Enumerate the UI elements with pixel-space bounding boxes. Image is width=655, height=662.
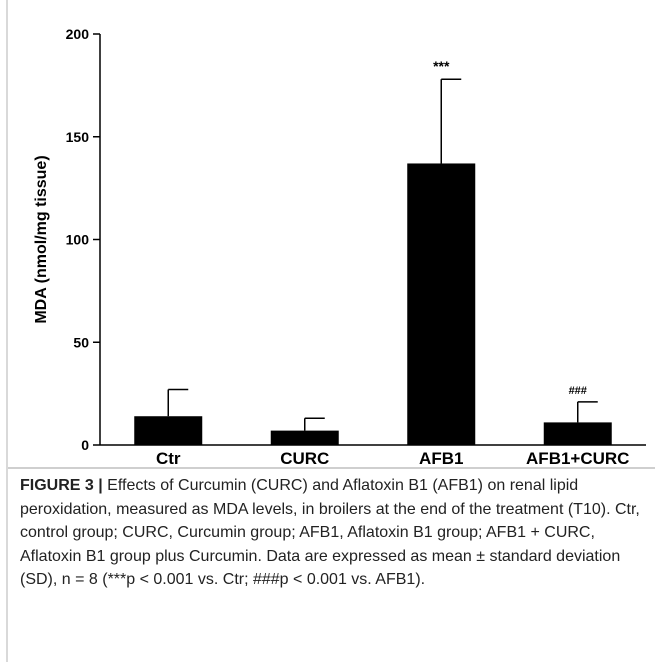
figure-caption: FIGURE 3 | Effects of Curcumin (CURC) an…	[20, 474, 645, 592]
y-tick-label: 200	[66, 26, 90, 42]
x-tick-label: CURC	[280, 449, 329, 468]
y-tick-label: 150	[66, 129, 90, 145]
bar-afb1-curc	[543, 422, 612, 445]
y-axis: 0 50 100 150 200	[66, 26, 646, 453]
y-tick-label: 100	[66, 232, 90, 248]
bar-ctr	[134, 416, 203, 445]
y-tick-label: 0	[81, 437, 89, 453]
caption-text: Effects of Curcumin (CURC) and Aflatoxin…	[20, 477, 640, 588]
figure-label: FIGURE 3 |	[20, 477, 103, 494]
figure-frame-border	[6, 0, 8, 662]
significance-label: ###	[569, 385, 587, 397]
y-axis-label: MDA (nmol/mg tissue)	[33, 155, 50, 323]
bar-chart: 0 50 100 150 200 *** ### Ctr CURC AFB1 AFB1+CURC…	[33, 26, 646, 468]
x-tick-labels: Ctr CURC AFB1 AFB1+CURC	[156, 449, 630, 468]
x-tick-label: AFB1+CURC	[526, 449, 629, 468]
bar-curc	[270, 430, 339, 445]
y-tick-label: 50	[73, 334, 89, 350]
x-tick-label: Ctr	[156, 449, 181, 468]
bars-group: *** ###	[134, 58, 612, 445]
bar-afb1	[407, 163, 476, 445]
significance-label: ***	[433, 58, 450, 74]
x-tick-label: AFB1	[419, 449, 463, 468]
caption-divider	[8, 467, 655, 469]
